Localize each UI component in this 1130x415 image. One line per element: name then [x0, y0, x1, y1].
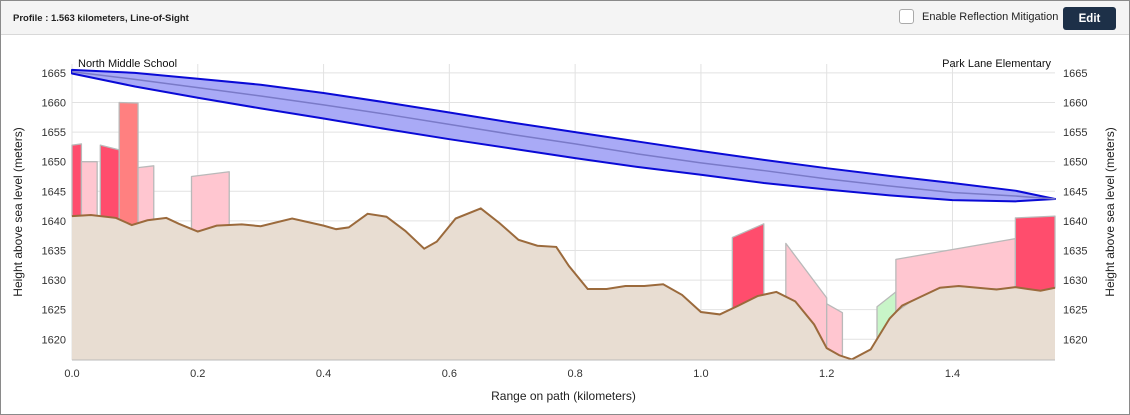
- y-tick-label-right: 1630: [1063, 275, 1087, 287]
- y-tick-label-right: 1665: [1063, 68, 1087, 80]
- start-site-label: North Middle School: [78, 58, 177, 70]
- x-tick-label: 0.8: [567, 368, 582, 380]
- obstruction-salmon: [118, 101, 139, 226]
- y-tick-label-right: 1645: [1063, 186, 1087, 198]
- terrain-line: [71, 207, 1056, 361]
- x-tick-label: 1.0: [693, 368, 708, 380]
- terrain-area: [72, 208, 1055, 360]
- y-tick-label-left: 1620: [42, 334, 66, 346]
- y-axis-title-right: Height above sea level (meters): [1103, 127, 1117, 296]
- y-tick-label-left: 1635: [42, 245, 66, 257]
- profile-chart: 0.0 0.2 0.4 0.6 0.8 1.0 1.2 1.4 1620 1620 1625 1625…: [11, 58, 1117, 403]
- x-tick-label: 0.6: [442, 368, 457, 380]
- x-tick-label: 0.0: [64, 368, 79, 380]
- x-tick-label: 0.2: [190, 368, 205, 380]
- obstruction-pink: [190, 171, 230, 232]
- obstruction-red: [99, 144, 120, 220]
- reflection-mitigation-checkbox[interactable]: [899, 9, 914, 24]
- y-tick-label-left: 1655: [42, 127, 66, 139]
- y-tick-label-right: 1640: [1063, 216, 1087, 228]
- profile-title: Profile : 1.563 kilometers, Line-of-Sigh…: [13, 13, 189, 24]
- y-tick-label-right: 1660: [1063, 97, 1087, 109]
- y-tick-label-left: 1650: [42, 157, 66, 169]
- end-site-label: Park Lane Elementary: [942, 58, 1051, 70]
- x-tick-label: 0.4: [316, 368, 331, 380]
- reflection-mitigation-toggle[interactable]: Enable Reflection Mitigation: [899, 9, 1058, 24]
- obstruction-pink: [137, 165, 155, 224]
- y-axis-title-left: Height above sea level (meters): [11, 127, 25, 296]
- y-tick-label-left: 1645: [42, 186, 66, 198]
- reflection-mitigation-label: Enable Reflection Mitigation: [922, 10, 1059, 23]
- y-tick-label-left: 1640: [42, 216, 66, 228]
- line-of-sight: [71, 70, 1056, 200]
- x-tick-label: 1.4: [945, 368, 960, 380]
- y-tick-label-right: 1655: [1063, 127, 1087, 139]
- profile-header: Profile : 1.563 kilometers, Line-of-Sigh…: [1, 1, 1129, 35]
- y-tick-label-right: 1650: [1063, 157, 1087, 169]
- y-tick-label-right: 1620: [1063, 334, 1087, 346]
- y-tick-label-right: 1635: [1063, 245, 1087, 257]
- fresnel-zone: [71, 68, 1056, 203]
- obstruction-pink: [80, 161, 98, 217]
- y-tick-label-left: 1665: [42, 68, 66, 80]
- y-tick-label-left: 1660: [42, 97, 66, 109]
- y-tick-label-left: 1625: [42, 305, 66, 317]
- edit-button[interactable]: Edit: [1063, 7, 1116, 30]
- y-tick-label-left: 1630: [42, 275, 66, 287]
- obstruction-red: [71, 143, 83, 217]
- obstruction-red: [1014, 215, 1056, 292]
- y-tick-label-right: 1625: [1063, 305, 1087, 317]
- x-tick-label: 1.2: [819, 368, 834, 380]
- x-axis-title: Range on path (kilometers): [491, 389, 636, 403]
